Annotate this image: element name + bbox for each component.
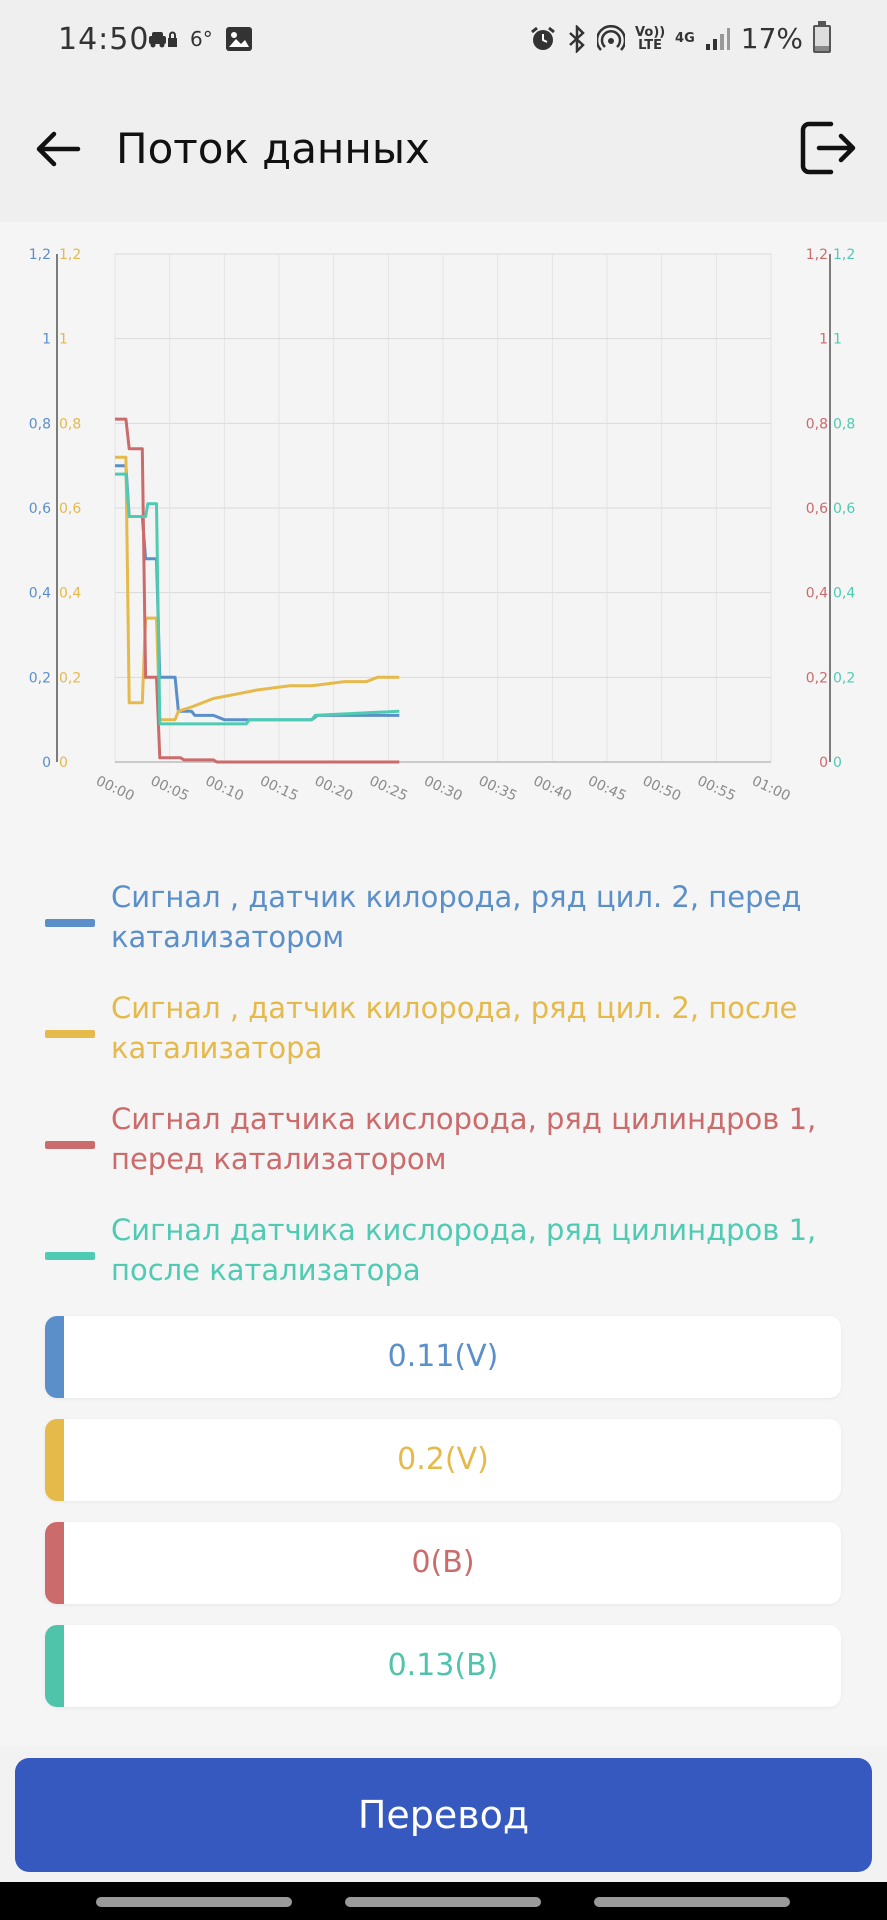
y-tick-label: 0,4	[833, 586, 855, 602]
value-card: 0.13(В)	[45, 1625, 841, 1707]
series-line	[115, 455, 400, 722]
legend-item: Сигнал датчика кислорода, ряд цилиндров …	[45, 1099, 845, 1179]
value-text: 0(В)	[411, 1545, 475, 1580]
y-tick-label: 0,2	[29, 670, 51, 686]
value-card: 0(В)	[45, 1522, 841, 1604]
y-tick-label: 0,8	[29, 416, 51, 432]
y-tick-label: 1,2	[59, 247, 81, 263]
y-tick-label: 0,4	[806, 586, 828, 602]
y-tick-label: 0,8	[59, 416, 81, 432]
translate-button[interactable]: Перевод	[15, 1758, 872, 1872]
y-tick-label: 0,8	[833, 416, 855, 432]
page-title: Поток данных	[116, 124, 430, 173]
y-tick-label: 1,2	[29, 247, 51, 263]
y-tick-label: 0,8	[806, 416, 828, 432]
y-tick-label: 1	[819, 332, 828, 348]
legend-item: Сигнал , датчик килорода, ряд цил. 2, пе…	[45, 877, 845, 957]
legend-item: Сигнал датчика кислорода, ряд цилиндров …	[45, 1210, 845, 1290]
x-tick-label: 00:15	[257, 773, 300, 805]
y-tick-label: 0,6	[29, 501, 51, 517]
legend-item: Сигнал , датчик килорода, ряд цил. 2, по…	[45, 988, 845, 1068]
y-tick-label: 0,2	[59, 670, 81, 686]
series-line	[115, 472, 400, 726]
value-card: 0.2(V)	[45, 1419, 841, 1501]
status-bar: 14:50 6° Vo)) LTE 4G	[0, 0, 887, 86]
x-tick-label: 00:40	[531, 773, 574, 805]
x-tick-label: 00:55	[695, 773, 738, 805]
y-tick-label: 0	[819, 755, 828, 771]
y-tick-label: 0,6	[833, 501, 855, 517]
legend-label: Сигнал датчика кислорода, ряд цилиндров …	[111, 1213, 817, 1287]
y-tick-label: 0,2	[833, 670, 855, 686]
battery-icon	[813, 20, 831, 53]
y-tick-label: 0,2	[806, 670, 828, 686]
x-tick-label: 01:00	[749, 773, 792, 805]
y-tick-label: 0	[833, 755, 842, 771]
signal-icon	[705, 27, 730, 50]
logout-icon	[800, 121, 856, 175]
y-tick-label: 1,2	[806, 247, 828, 263]
status-time: 14:50	[58, 22, 150, 57]
legend-label: Сигнал датчика кислорода, ряд цилиндров …	[111, 1102, 817, 1176]
x-tick-label: 00:50	[640, 773, 683, 805]
alarm-icon	[531, 26, 555, 50]
legend-label: Сигнал , датчик килорода, ряд цил. 2, по…	[111, 991, 798, 1065]
series-line	[115, 417, 400, 764]
value-accent	[45, 1625, 64, 1707]
value-accent	[45, 1522, 64, 1604]
navigation-bar	[0, 1882, 887, 1920]
legend-swatch	[45, 1141, 95, 1149]
legend-swatch	[45, 919, 95, 927]
x-tick-label: 00:45	[585, 773, 628, 805]
value-text: 0.11(V)	[387, 1339, 499, 1374]
content-area: 0 0,2 0,4 0,6 0,8 1 1,2 0 0,2 0,4 0,6 0,8 1 1,2 0 0,2 0,…	[0, 222, 887, 1746]
legend-swatch	[45, 1030, 95, 1038]
y-tick-label: 1	[59, 332, 68, 348]
value-card: 0.11(V)	[45, 1316, 841, 1398]
legend-swatch	[45, 1252, 95, 1260]
nav-back-button[interactable]	[594, 1897, 790, 1907]
x-tick-label: 00:10	[203, 773, 246, 805]
hotspot-icon	[597, 24, 626, 51]
app-header: Поток данных	[0, 86, 887, 222]
arrow-left-icon	[36, 131, 81, 167]
x-tick-label: 00:30	[421, 773, 464, 805]
status-left-icons: 6°	[148, 26, 253, 52]
network-indicator: 4G	[675, 31, 695, 46]
y-tick-label: 1,2	[833, 247, 855, 263]
legend-label: Сигнал , датчик килорода, ряд цил. 2, пе…	[111, 880, 802, 954]
exit-button[interactable]	[795, 116, 859, 180]
x-tick-label: 00:35	[476, 773, 519, 805]
status-temperature: 6°	[190, 27, 213, 51]
data-chart: 0 0,2 0,4 0,6 0,8 1 1,2 0 0,2 0,4 0,6 0,8 1 1,2 0 0,2 0,…	[0, 222, 887, 822]
battery-percent: 17%	[740, 22, 803, 55]
value-accent	[45, 1316, 64, 1398]
y-tick-label: 0,4	[29, 586, 51, 602]
x-tick-label: 00:20	[312, 773, 355, 805]
volte-indicator: Vo)) LTE	[635, 24, 666, 53]
y-tick-label: 1	[833, 332, 842, 348]
value-text: 0.2(V)	[397, 1442, 489, 1477]
y-tick-label: 0,4	[59, 586, 81, 602]
value-accent	[45, 1419, 64, 1501]
x-tick-label: 00:00	[93, 773, 136, 805]
bottom-area: Перевод	[0, 1746, 887, 1882]
back-button[interactable]	[30, 121, 86, 177]
x-tick-label: 00:25	[367, 773, 410, 805]
battery-level	[815, 46, 829, 51]
chart-svg: 0 0,2 0,4 0,6 0,8 1 1,2 0 0,2 0,4 0,6 0,8 1 1,2 0 0,2 0,…	[29, 247, 856, 805]
x-tick-label: 00:05	[148, 773, 191, 805]
car-lock-icon	[149, 31, 177, 48]
nav-home-button[interactable]	[345, 1897, 541, 1907]
value-text: 0.13(В)	[387, 1648, 499, 1683]
status-right-icons: Vo)) LTE 4G 17%	[529, 20, 831, 55]
y-tick-label: 1	[42, 332, 51, 348]
bluetooth-icon	[569, 24, 585, 53]
image-icon	[225, 27, 252, 51]
nav-recents-button[interactable]	[96, 1897, 292, 1907]
y-tick-label: 0,6	[59, 501, 81, 517]
y-tick-label: 0	[42, 755, 51, 771]
y-tick-label: 0	[59, 755, 68, 771]
y-tick-label: 0,6	[806, 501, 828, 517]
